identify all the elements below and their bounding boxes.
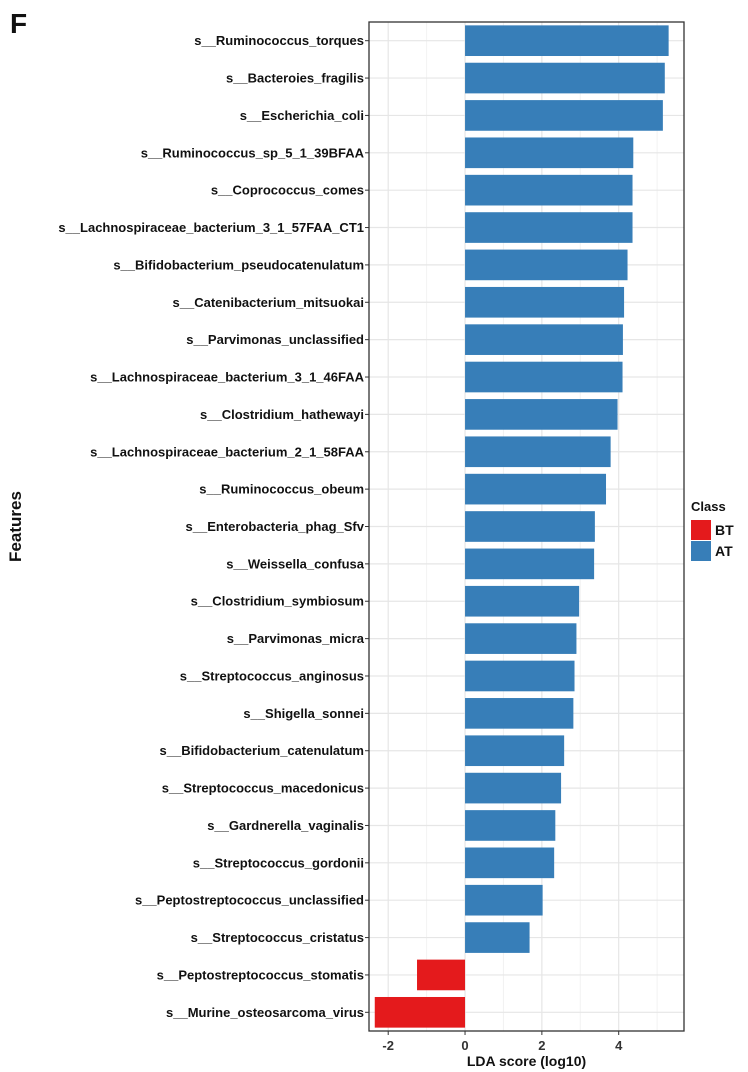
- legend: Class BT AT: [691, 499, 734, 561]
- legend-swatch-AT: [691, 541, 711, 561]
- y-tick-label: s__Streptococcus_gordonii: [193, 855, 364, 870]
- y-tick-label: s__Murine_osteosarcoma_virus: [166, 1005, 364, 1020]
- y-tick-label: s__Clostridium_symbiosum: [191, 594, 364, 609]
- y-tick-label: s__Escherichia_coli: [240, 108, 364, 123]
- bar-s__Lachnospiraceae_bacterium_3_1_57FAA_CT1: [465, 212, 633, 243]
- y-tick-label: s__Catenibacterium_mitsuokai: [173, 295, 364, 310]
- x-tick-label: 0: [461, 1038, 468, 1053]
- y-tick-label: s__Clostridium_hathewayi: [200, 407, 364, 422]
- y-tick-label: s__Peptostreptococcus_stomatis: [157, 967, 364, 982]
- bar-s__Escherichia_coli: [465, 100, 663, 131]
- bar-s__Enterobacteria_phag_Sfv: [465, 511, 595, 542]
- y-tick-label: s__Gardnerella_vaginalis: [207, 818, 364, 833]
- bars-layer: [374, 25, 669, 1028]
- y-tick-label: s__Weissella_confusa: [226, 556, 365, 571]
- y-tick-label: s__Peptostreptococcus_unclassified: [135, 893, 364, 908]
- y-tick-label: s__Bacteroies_fragilis: [226, 71, 364, 86]
- legend-label-AT: AT: [715, 543, 733, 559]
- bar-s__Peptostreptococcus_unclassified: [465, 884, 543, 916]
- bar-s__Ruminococcus_torques: [465, 25, 669, 57]
- y-tick-label: s__Ruminococcus_sp_5_1_39BFAA: [141, 145, 365, 160]
- bar-s__Streptococcus_gordonii: [465, 847, 555, 879]
- bar-s__Bifidobacterium_catenulatum: [465, 735, 565, 767]
- bar-s__Streptococcus_anginosus: [465, 660, 575, 692]
- x-axis-title: LDA score (log10): [467, 1053, 586, 1069]
- y-tick-label: s__Ruminococcus_torques: [194, 33, 364, 48]
- y-tick-label: s__Enterobacteria_phag_Sfv: [186, 519, 365, 534]
- legend-swatch-BT: [691, 520, 711, 540]
- y-tick-label: s__Streptococcus_macedonicus: [162, 781, 364, 796]
- y-tick-label: s__Streptococcus_anginosus: [180, 668, 364, 683]
- x-tick-label: 2: [538, 1038, 545, 1053]
- bar-s__Murine_osteosarcoma_virus: [374, 996, 466, 1028]
- bar-s__Gardnerella_vaginalis: [465, 810, 556, 841]
- bar-s__Catenibacterium_mitsuokai: [465, 286, 625, 318]
- x-tick-label: 4: [615, 1038, 623, 1053]
- y-tick-label: s__Lachnospiraceae_bacterium_3_1_46FAA: [90, 370, 364, 385]
- legend-title: Class: [691, 499, 726, 514]
- legend-label-BT: BT: [715, 522, 734, 538]
- bar-s__Ruminococcus_obeum: [465, 473, 607, 505]
- y-tick-label: s__Lachnospiraceae_bacterium_2_1_58FAA: [90, 444, 364, 459]
- bar-s__Coprococcus_comes: [465, 174, 633, 206]
- y-tick-label: s__Parvimonas_micra: [227, 631, 365, 646]
- y-tick-label: s__Coprococcus_comes: [211, 183, 364, 198]
- y-tick-label: s__Shigella_sonnei: [243, 706, 364, 721]
- bar-s__Parvimonas_micra: [465, 623, 577, 654]
- x-tick-labels: -2 0 2 4: [382, 1031, 623, 1053]
- bar-s__Lachnospiraceae_bacterium_3_1_46FAA: [465, 361, 623, 393]
- bar-s__Bacteroies_fragilis: [465, 62, 665, 94]
- y-tick-label: s__Parvimonas_unclassified: [186, 332, 364, 347]
- y-tick-label: s__Lachnospiraceae_bacterium_3_1_57FAA_C…: [58, 220, 364, 235]
- bar-s__Parvimonas_unclassified: [465, 324, 623, 355]
- bar-s__Streptococcus_macedonicus: [465, 772, 562, 804]
- y-tick-label: s__Ruminococcus_obeum: [199, 482, 364, 497]
- bar-s__Lachnospiraceae_bacterium_2_1_58FAA: [465, 436, 611, 468]
- bar-s__Ruminococcus_sp_5_1_39BFAA: [465, 137, 634, 169]
- bar-s__Clostridium_symbiosum: [465, 585, 580, 617]
- x-tick-label: -2: [382, 1038, 394, 1053]
- y-axis-title: Features: [6, 491, 25, 562]
- bar-s__Shigella_sonnei: [465, 698, 574, 729]
- bar-s__Streptococcus_cristatus: [465, 922, 530, 953]
- panel-label: F: [10, 8, 28, 39]
- y-tick-labels: s__Ruminococcus_torques s__Bacteroies_fra…: [58, 33, 369, 1020]
- bar-s__Weissella_confusa: [465, 548, 595, 580]
- bar-s__Bifidobacterium_pseudocatenulatum: [465, 249, 628, 281]
- bar-s__Clostridium_hathewayi: [465, 399, 618, 430]
- bar-s__Peptostreptococcus_stomatis: [417, 959, 466, 991]
- y-tick-label: s__Streptococcus_cristatus: [191, 930, 364, 945]
- y-tick-label: s__Bifidobacterium_pseudocatenulatum: [113, 257, 364, 272]
- y-tick-label: s__Bifidobacterium_catenulatum: [160, 743, 364, 758]
